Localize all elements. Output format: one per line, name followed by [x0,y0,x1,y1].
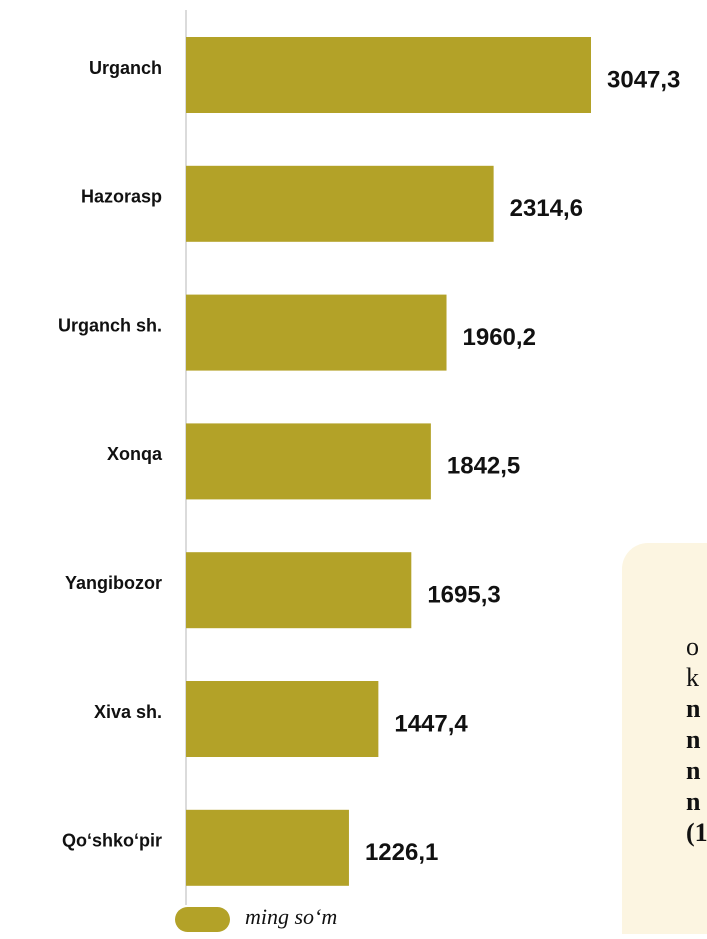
category-label: Xonqa [107,444,163,464]
bar [186,809,349,886]
value-label: 1842,5 [447,453,520,480]
bar [186,37,591,113]
bar [186,423,431,500]
value-label: 1447,4 [394,710,468,737]
category-label: Yangibozor [65,573,162,593]
note-line: n [686,787,701,816]
note-line: o [686,632,699,661]
category-label: Urganch sh. [58,315,162,335]
category-label: Hazorasp [81,187,162,207]
bar [186,681,379,757]
category-label: Xiva sh. [94,702,162,722]
value-label: 3047,3 [607,66,680,93]
note-line: n [686,694,701,723]
value-label: 1695,3 [427,582,500,609]
note-line: k [686,663,699,692]
category-label: Qo‘shko‘pir [62,831,162,851]
bar [186,552,412,629]
legend-swatch [175,907,230,932]
bar [186,165,494,242]
note-line: n [686,725,701,754]
legend-label: ming so‘m [245,904,337,929]
value-label: 1960,2 [463,324,536,351]
value-label: 1226,1 [365,839,438,866]
category-label: Urganch [89,58,162,78]
bar [186,294,447,371]
value-label: 2314,6 [510,195,583,222]
note-box [622,543,707,939]
note-line: (1 [686,818,707,847]
note-line: n [686,756,701,785]
